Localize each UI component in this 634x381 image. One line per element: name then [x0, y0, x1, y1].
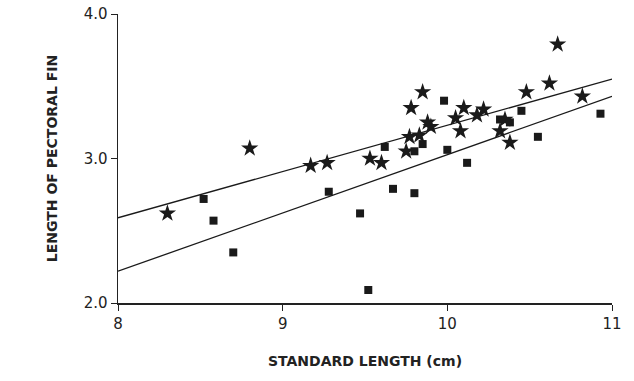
svg-text:2.0: 2.0 [84, 294, 108, 312]
svg-text:10: 10 [438, 315, 457, 333]
svg-text:LENGTH OF PECTORAL FIN: LENGTH OF PECTORAL FIN [44, 55, 60, 262]
svg-text:11: 11 [602, 315, 621, 333]
svg-text:STANDARD LENGTH (cm): STANDARD LENGTH (cm) [268, 353, 462, 369]
svg-text:9: 9 [278, 315, 288, 333]
svg-text:4.0: 4.0 [84, 5, 108, 23]
svg-text:8: 8 [113, 315, 123, 333]
svg-text:3.0: 3.0 [84, 150, 108, 168]
